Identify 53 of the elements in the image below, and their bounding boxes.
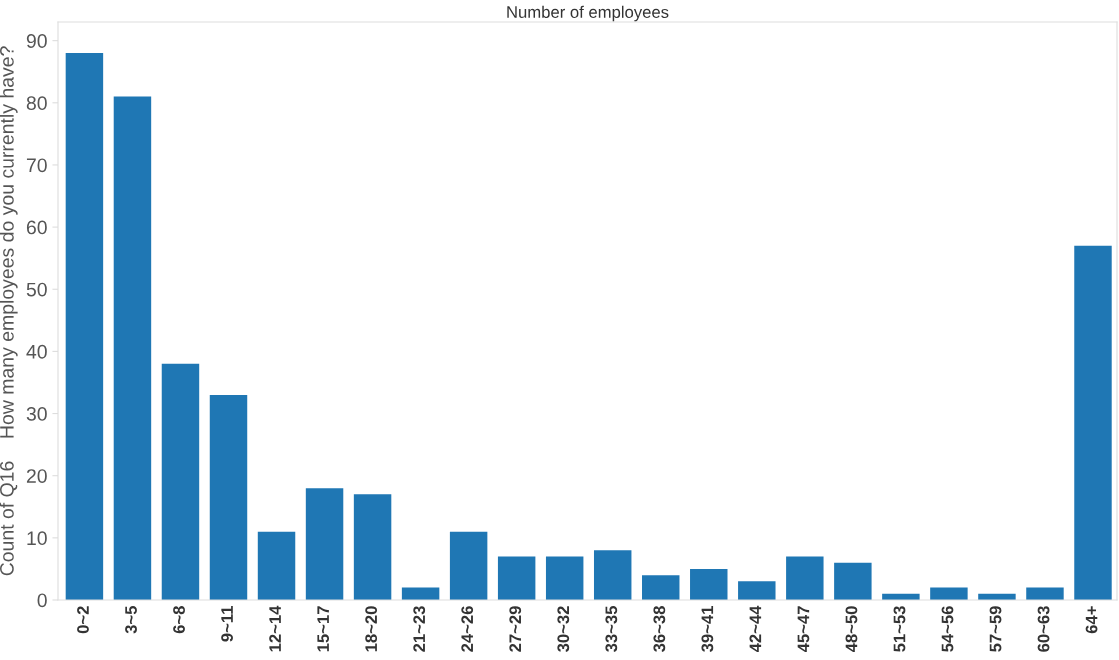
bar <box>690 568 728 600</box>
bar <box>113 96 152 600</box>
bar <box>834 562 872 600</box>
bar <box>1026 587 1064 600</box>
x-tick-label: 64+ <box>1085 606 1098 634</box>
x-tick-label: 33~35 <box>605 606 618 652</box>
bar <box>449 531 488 600</box>
x-tick-label: 12~14 <box>269 605 281 652</box>
x-tick-label: 15~17 <box>317 606 330 652</box>
x-tick-label: 30~32 <box>557 606 570 652</box>
x-tick-label: 3~5 <box>125 606 137 634</box>
bar <box>161 363 200 600</box>
bar <box>257 531 296 600</box>
y-tick-label: 30 <box>26 407 47 421</box>
bar <box>930 587 968 600</box>
x-tick-label: 48~50 <box>845 606 858 653</box>
y-tick-label: 50 <box>26 282 47 297</box>
x-tick-label: 39~41 <box>701 606 714 652</box>
bar <box>305 488 344 600</box>
x-tick-label: 57~59 <box>989 606 1002 652</box>
chart-title: Number of employees <box>507 5 669 22</box>
y-tick-label: 0 <box>37 593 47 608</box>
bar <box>353 494 392 600</box>
bar <box>786 556 824 600</box>
bar <box>738 581 776 600</box>
x-tick-label: 0~2 <box>77 606 89 634</box>
x-tick-label: 51~53 <box>893 606 906 652</box>
x-tick-label: 24~26 <box>461 606 474 652</box>
y-tick-label: 10 <box>27 531 47 546</box>
y-tick-label: 90 <box>26 34 47 48</box>
bar <box>593 550 632 600</box>
x-tick-label: 45~47 <box>797 606 810 653</box>
bar <box>497 556 536 600</box>
x-tick-label: 9~11 <box>221 606 233 642</box>
x-tick-label: 42~44 <box>749 605 762 653</box>
x-tick-label: 18~20 <box>365 606 378 652</box>
x-tick-label: 60~63 <box>1037 606 1050 652</box>
y-tick-label: 70 <box>26 158 47 173</box>
x-tick-label: 6~8 <box>173 606 185 634</box>
bar <box>545 556 584 600</box>
x-tick-label: 27~29 <box>509 606 522 652</box>
x-tick-label: 36~38 <box>653 606 666 652</box>
y-tick-label: 20 <box>26 469 47 483</box>
bar <box>642 575 680 600</box>
x-tick-label: 54~56 <box>941 606 954 652</box>
y-axis-title: Count of Q16 How many employees do you currently have? <box>0 46 18 576</box>
bar <box>65 53 104 600</box>
bar <box>1074 245 1112 600</box>
y-tick-label: 60 <box>26 220 47 235</box>
x-tick-label: 21~23 <box>413 606 426 652</box>
y-tick-label: 80 <box>26 96 47 111</box>
bar <box>209 394 248 600</box>
y-tick-label: 40 <box>26 344 47 359</box>
